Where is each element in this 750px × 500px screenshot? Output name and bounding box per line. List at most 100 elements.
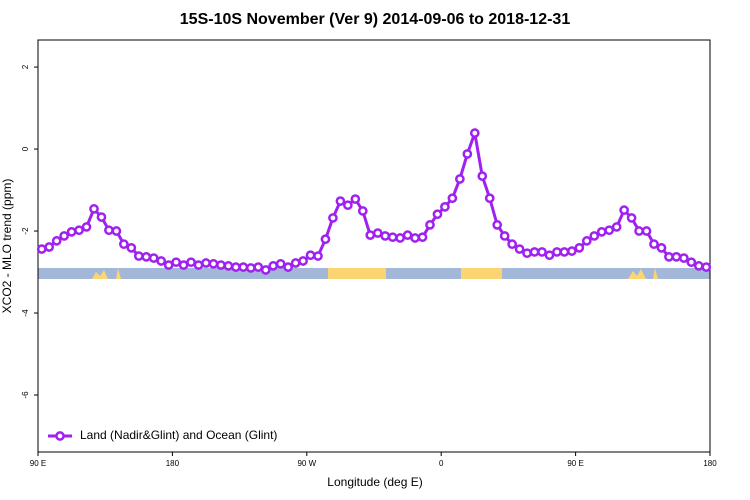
data-point: [425, 220, 435, 230]
data-point: [89, 204, 99, 214]
data-point: [119, 239, 129, 250]
data-point: [507, 239, 517, 250]
chart-title: 15S-10S November (Ver 9) 2014-09-06 to 2…: [180, 11, 571, 28]
data-point: [320, 234, 331, 245]
data-point: [245, 263, 256, 273]
data-point: [253, 262, 264, 272]
plot-frame: [37, 39, 711, 453]
data-point: [335, 196, 346, 206]
data-point: [410, 233, 420, 243]
data-point: [693, 261, 704, 271]
x-tick-label: 0: [439, 459, 444, 468]
data-point: [372, 228, 383, 238]
data-point: [328, 213, 338, 223]
data-point: [387, 232, 398, 243]
x-tick-label: 90 E: [567, 459, 583, 468]
data-point: [81, 222, 92, 232]
data-point: [298, 256, 308, 266]
data-point: [626, 213, 637, 223]
data-point: [365, 230, 376, 240]
data-point: [395, 233, 405, 243]
data-point: [223, 261, 234, 271]
data-point: [380, 231, 391, 241]
data-point: [133, 251, 144, 261]
data-point: [231, 262, 241, 272]
data-point: [305, 250, 316, 261]
data-point: [529, 247, 540, 257]
data-point: [447, 193, 458, 204]
data-point: [664, 252, 674, 262]
data-point: [499, 231, 510, 241]
data-point: [178, 260, 189, 270]
data-point: [36, 244, 47, 254]
data-point: [552, 247, 562, 257]
data-point: [581, 236, 592, 246]
data-point: [649, 239, 659, 250]
data-point: [611, 222, 622, 232]
data-point: [679, 253, 689, 263]
legend-label: Land (Nadir&Glint) and Ocean (Glint): [80, 428, 277, 442]
data-point: [417, 232, 428, 243]
data-point: [492, 220, 503, 230]
data-point: [455, 174, 465, 184]
data-point: [440, 201, 450, 212]
x-axis-label: Longitude (deg E): [327, 475, 422, 489]
data-point: [59, 231, 69, 241]
y-tick-label: -6: [21, 391, 30, 399]
legend-marker: [55, 431, 65, 441]
data-point: [148, 253, 159, 263]
data-point: [111, 226, 122, 236]
data-point: [74, 225, 84, 236]
series-line: [41, 127, 707, 272]
data-point: [701, 262, 712, 272]
data-point: [634, 226, 644, 236]
data-point: [96, 212, 107, 222]
surface-band: [38, 268, 710, 279]
data-point: [484, 193, 495, 204]
data-point: [544, 250, 555, 261]
data-point: [604, 225, 615, 236]
data-point: [350, 194, 361, 204]
data-point: [104, 225, 114, 236]
data-point: [596, 227, 607, 237]
data-point: [477, 171, 488, 181]
data-point: [260, 265, 271, 275]
data-point: [462, 149, 473, 159]
data-point: [283, 262, 293, 272]
data-point: [163, 260, 174, 270]
y-tick-label: 2: [21, 64, 30, 69]
data-point: [275, 258, 286, 269]
y-axis-label: XCO2 - MLO trend (ppm): [0, 179, 14, 314]
data-point: [357, 206, 368, 216]
y-tick-label: -4: [21, 309, 30, 317]
x-tick-label: 90 E: [30, 459, 46, 468]
data-point: [619, 205, 629, 215]
data-point: [216, 260, 226, 270]
x-tick-label: 90 W: [297, 459, 316, 468]
data-point: [574, 242, 585, 253]
data-point: [432, 209, 443, 220]
data-point: [171, 257, 181, 268]
data-point: [402, 230, 413, 240]
x-tick-label: 180: [166, 459, 180, 468]
data-point: [201, 258, 211, 268]
data-point: [44, 242, 55, 252]
data-point: [313, 251, 323, 261]
data-point: [469, 128, 480, 138]
data-point: [208, 258, 219, 269]
data-point: [268, 261, 279, 271]
y-tick-label: 0: [21, 146, 30, 151]
data-point: [193, 260, 204, 270]
data-point: [567, 246, 577, 256]
x-tick-label: 180: [703, 459, 717, 468]
data-point: [559, 247, 570, 257]
data-point: [589, 231, 600, 241]
data-point: [126, 242, 137, 253]
data-point: [51, 236, 62, 246]
data-point: [514, 244, 525, 254]
data-point: [238, 262, 249, 272]
data-point: [537, 247, 547, 257]
data-point: [290, 258, 301, 268]
data-point: [141, 252, 152, 262]
